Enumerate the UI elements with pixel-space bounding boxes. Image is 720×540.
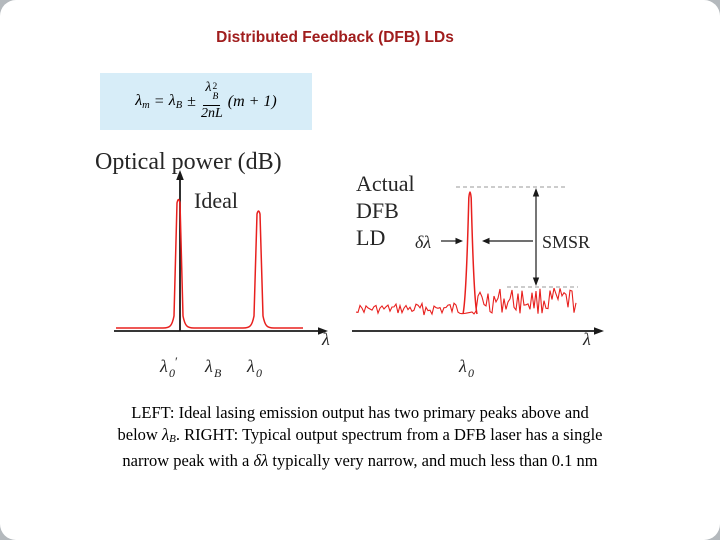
actual-spectrum-plot: Actual DFB LD δλ SMSR λ λ 0 — [352, 171, 604, 380]
caption-lambdaB-base: λ — [161, 425, 170, 444]
formula-numerator-superscript: 2 — [212, 82, 218, 93]
smsr-arrowhead-top-icon — [532, 188, 540, 197]
tick-lambda0-prime-mark: ′ — [175, 354, 178, 369]
tick-lambda0-base: λ — [246, 356, 255, 376]
delta-lambda-label: δλ — [415, 232, 431, 252]
caption-line2-pre: below — [117, 425, 162, 444]
caption-line3: narrow peak with a δλ typically very nar… — [40, 450, 680, 472]
actual-label-line1: Actual — [356, 171, 415, 196]
ideal-spectrum-trace — [116, 198, 303, 329]
right-x-axis-arrowhead-icon — [594, 327, 604, 335]
formula-lambda-m-sub: m — [142, 100, 150, 111]
formula-numerator-lambda: λ — [205, 80, 212, 96]
right-x-axis-symbol: λ — [582, 329, 591, 349]
formula-lambda-m-base: λ — [135, 92, 143, 109]
caption-line3-pre: narrow peak with a — [122, 451, 254, 470]
optical-power-axis-label: Optical power (dB) — [95, 149, 282, 175]
noise-polyline — [355, 287, 577, 316]
tick-lambda0-prime-base: λ — [159, 356, 168, 376]
tick-lambdaB-base: λ — [204, 356, 213, 376]
actual-peak-trace — [462, 191, 478, 315]
formula-mode-term: (m + 1) — [227, 92, 277, 110]
left-x-axis-symbol: λ — [321, 329, 330, 349]
formula-lambda-b: λB — [169, 92, 182, 111]
left-y-axis-arrowhead-icon — [176, 170, 184, 180]
ideal-spectrum-plot: Optical power (dB) Ideal λ λ 0 ′ λ B λ 0 — [95, 149, 330, 380]
actual-noise-trace — [355, 287, 577, 316]
formula-lambda-b-sub: B — [175, 100, 183, 111]
tick-lambda0-prime-sub: 0 — [169, 366, 175, 380]
caption-delta-lambda: δλ — [253, 451, 269, 470]
formula-equals-sign: = — [154, 92, 164, 110]
ideal-label: Ideal — [194, 188, 238, 213]
smsr-pointer-arrowhead-icon — [482, 237, 490, 245]
caption-line2-rest: . RIGHT: Typical output spectrum from a … — [175, 425, 603, 444]
tick-lambdaB-sub: B — [214, 366, 222, 380]
formula-lambda-m: λm — [135, 92, 150, 111]
smsr-label: SMSR — [542, 232, 590, 252]
caption-line3-rest: typically very narrow, and much less tha… — [268, 451, 598, 470]
formula-lambda-b-base: λ — [168, 92, 176, 109]
right-tick-lambda0-base: λ — [458, 356, 467, 376]
formula-fraction-denominator: 2nL — [200, 106, 223, 122]
caption: LEFT: Ideal lasing emission output has t… — [40, 402, 680, 472]
delta-lambda-arrowhead-icon — [455, 237, 463, 245]
right-tick-lambda0-sub: 0 — [468, 366, 474, 380]
left-x-axis-arrowhead-icon — [318, 327, 328, 335]
caption-line1: LEFT: Ideal lasing emission output has t… — [131, 403, 589, 422]
actual-label-line3: LD — [356, 225, 385, 250]
formula-numerator-subscript: B — [212, 92, 219, 103]
actual-label-line2: DFB — [356, 198, 399, 223]
caption-line2: below λB. RIGHT: Typical output spectrum… — [40, 424, 680, 450]
formula-plus-minus-sign: ± — [187, 92, 196, 110]
tick-lambda0-sub: 0 — [256, 366, 262, 380]
slide-title: Distributed Feedback (DFB) LDs — [216, 29, 454, 46]
caption-lambdaB-sub: B — [169, 433, 176, 445]
smsr-arrowhead-bottom-icon — [532, 277, 540, 286]
